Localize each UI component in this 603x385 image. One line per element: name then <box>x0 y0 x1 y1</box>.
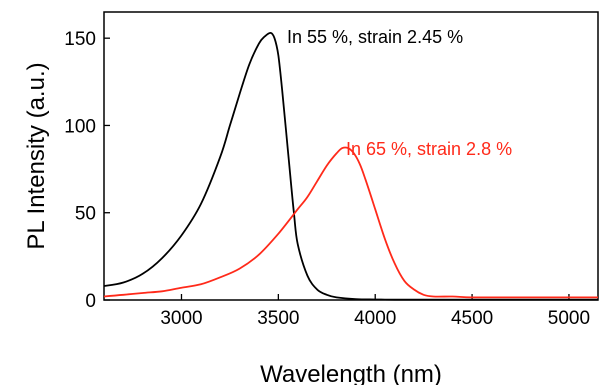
y-tick-label: 150 <box>64 29 96 50</box>
series-annotation-0: In 55 %, strain 2.45 % <box>287 27 463 47</box>
series-line-1 <box>103 146 598 299</box>
x-tick-label: 4500 <box>451 308 493 329</box>
axes-layer: 3000 3500 4000 4500 5000 0 50 100 150 <box>64 29 590 329</box>
y-axis-title: PL Intensity (a.u.) <box>23 62 50 249</box>
x-axis-title: Wavelength (nm) <box>260 361 442 385</box>
x-tick-label: 3500 <box>257 308 299 329</box>
annotation-layer: In 55 %, strain 2.45 % In 65 %, strain 2.… <box>287 27 512 159</box>
plot-frame <box>103 11 599 301</box>
y-tick-label: 50 <box>75 204 96 225</box>
x-tick-label: 3000 <box>160 308 202 329</box>
series-line-0 <box>103 32 598 301</box>
x-tick-label: 5000 <box>548 308 590 329</box>
y-tick-label: 100 <box>64 116 96 137</box>
series-layer <box>103 32 598 301</box>
series-annotation-1: In 65 %, strain 2.8 % <box>346 139 512 159</box>
x-tick-label: 4000 <box>354 308 396 329</box>
y-tick-label: 0 <box>85 291 96 312</box>
